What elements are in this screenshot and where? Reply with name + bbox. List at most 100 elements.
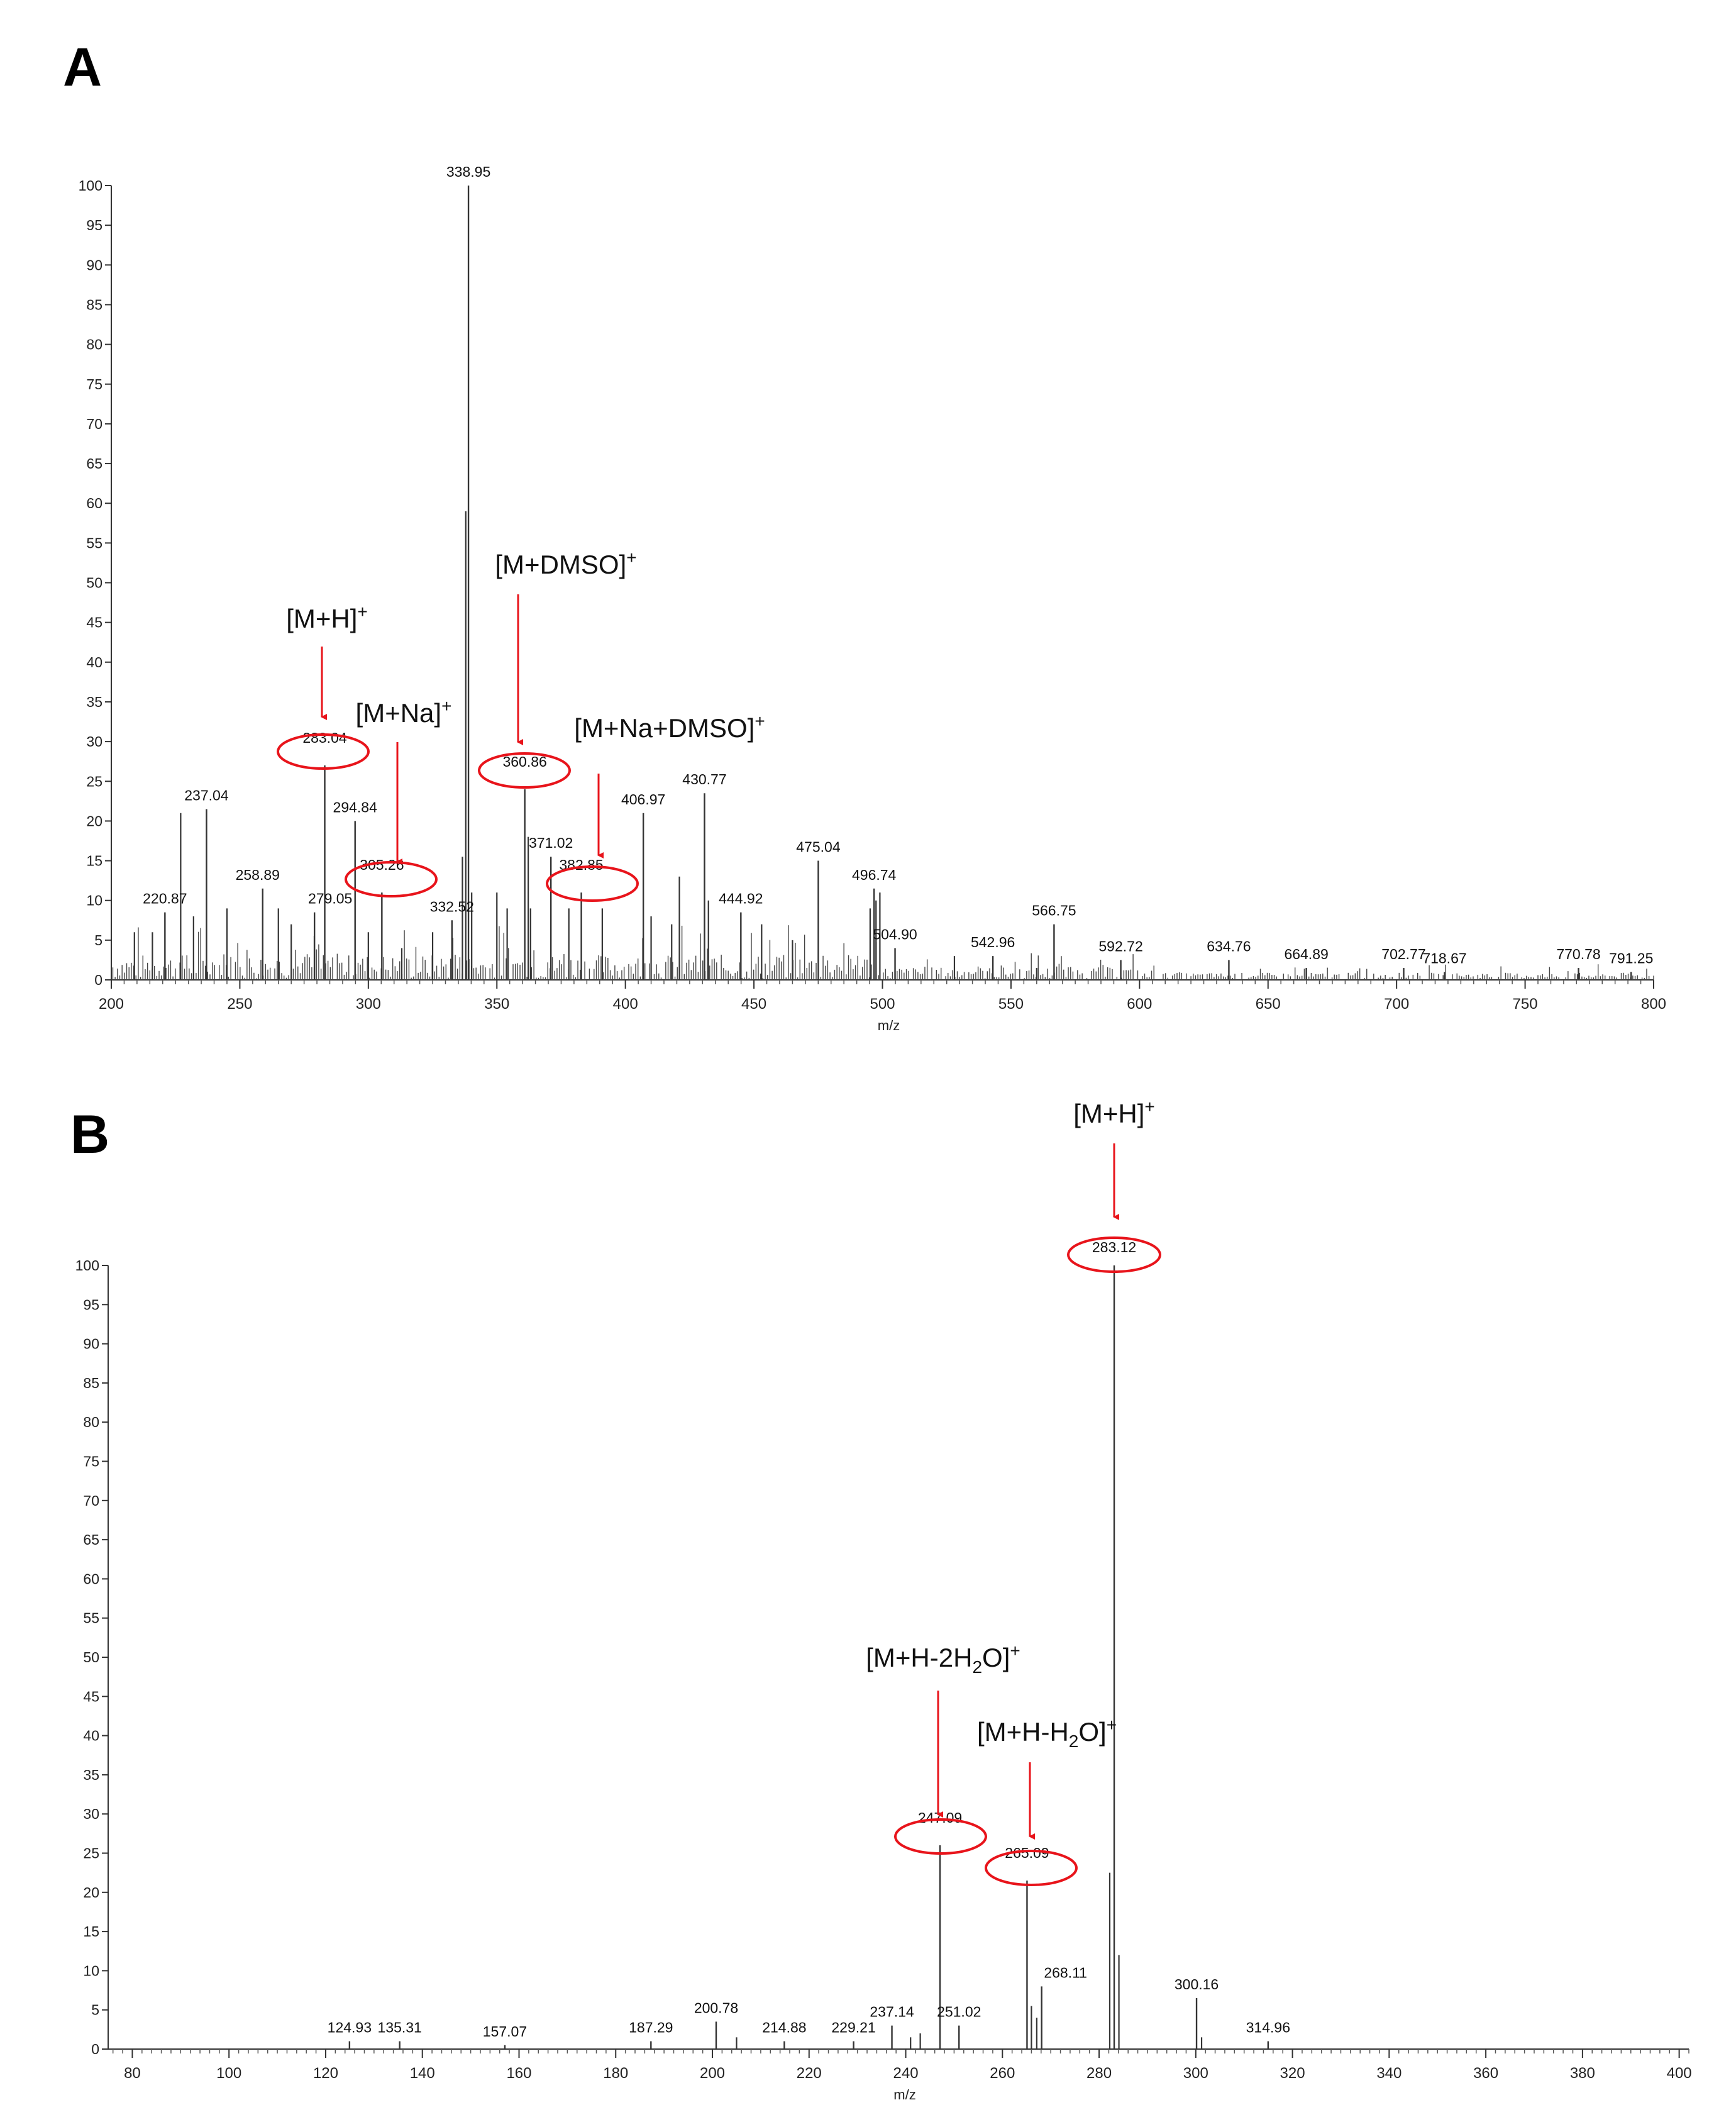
y-tick-label: 65 bbox=[86, 455, 102, 472]
annotation-text: [M+Na+DMSO] bbox=[574, 713, 755, 743]
x-tick-label: 350 bbox=[484, 996, 509, 1013]
y-tick-label: 0 bbox=[94, 972, 102, 988]
peak-label: 542.96 bbox=[971, 934, 1015, 950]
x-axis-label: m/z bbox=[878, 1018, 900, 1033]
annotation-sub: 2 bbox=[972, 1657, 982, 1677]
y-tick-label: 20 bbox=[83, 1884, 99, 1901]
y-tick-label: 90 bbox=[83, 1336, 99, 1352]
y-tick-label: 85 bbox=[86, 296, 102, 313]
highlight-ellipse bbox=[1067, 1236, 1161, 1273]
peak-label: 251.02 bbox=[937, 2004, 981, 2020]
peak-label: 200.78 bbox=[694, 1999, 738, 2016]
peak-label: 247.09 bbox=[918, 1809, 962, 1826]
y-tick-label: 95 bbox=[86, 217, 102, 233]
y-tick-label: 70 bbox=[83, 1492, 99, 1509]
peak-label: 634.76 bbox=[1207, 938, 1251, 954]
x-tick-label: 200 bbox=[99, 996, 124, 1013]
peak-label: 770.78 bbox=[1556, 946, 1600, 962]
peak-label: 220.87 bbox=[143, 891, 187, 907]
y-tick-label: 10 bbox=[86, 892, 102, 909]
y-tick-label: 60 bbox=[83, 1570, 99, 1587]
y-tick-label: 75 bbox=[83, 1453, 99, 1470]
x-tick-label: 360 bbox=[1473, 2065, 1498, 2082]
peak-label: 406.97 bbox=[621, 791, 665, 808]
y-tick-label: 70 bbox=[86, 416, 102, 432]
x-tick-label: 180 bbox=[603, 2065, 628, 2082]
y-tick-label: 25 bbox=[83, 1845, 99, 1862]
x-tick-label: 320 bbox=[1280, 2065, 1305, 2082]
annotation-label: [M+H]+ bbox=[1073, 1097, 1155, 1128]
annotation-sub: 2 bbox=[1069, 1731, 1079, 1751]
x-tick-label: 220 bbox=[797, 2065, 822, 2082]
y-tick-label: 30 bbox=[86, 733, 102, 750]
x-tick-label: 700 bbox=[1384, 996, 1409, 1013]
peak-label: 332.52 bbox=[430, 898, 474, 914]
highlight-ellipse bbox=[894, 1818, 987, 1855]
x-tick-label: 280 bbox=[1086, 2065, 1112, 2082]
y-tick-label: 80 bbox=[86, 336, 102, 353]
y-tick-label: 35 bbox=[83, 1767, 99, 1783]
x-tick-label: 140 bbox=[410, 2065, 435, 2082]
spectrum-b: 0 5 10 15 20 25 30 35 40 45 50 55 60 65 70 75 80 85 90 95 10… bbox=[75, 1097, 1692, 2103]
peak-label: 566.75 bbox=[1032, 903, 1076, 919]
x-tick-label: 340 bbox=[1376, 2065, 1402, 2082]
peak-label: 444.92 bbox=[719, 891, 763, 907]
y-tick-label: 20 bbox=[86, 813, 102, 829]
y-tick-label: 5 bbox=[94, 932, 102, 948]
peak-label: 314.96 bbox=[1246, 2020, 1290, 2036]
annotation-sup: + bbox=[1010, 1641, 1020, 1660]
peak-label: 258.89 bbox=[236, 867, 280, 883]
annotation-sup: + bbox=[626, 548, 636, 567]
annotation-text: [M+H-H bbox=[977, 1717, 1069, 1747]
y-tick-label: 50 bbox=[86, 575, 102, 591]
peak-label: 371.02 bbox=[529, 835, 573, 851]
highlight-ellipse bbox=[985, 1850, 1078, 1886]
x-tick-label: 500 bbox=[870, 996, 895, 1013]
x-tick-label: 100 bbox=[216, 2065, 241, 2082]
panel-label-a: A bbox=[63, 37, 102, 97]
annotation-label: [M+Na+DMSO]+ bbox=[574, 711, 765, 743]
peak-label: 702.77 bbox=[1381, 946, 1425, 962]
annotation-sup: + bbox=[357, 602, 367, 621]
x-tick-label: 400 bbox=[613, 996, 638, 1013]
peak-label: 504.90 bbox=[873, 926, 917, 942]
x-axis-label: m/z bbox=[893, 2087, 915, 2103]
spectrum-a: 0 5 10 15 20 25 30 35 40 45 50 55 60 65 70 75 80 85 90 95 10… bbox=[79, 164, 1666, 1033]
annotation-label: [M+H-2H2O]+ bbox=[866, 1641, 1020, 1677]
panel-label-b: B bbox=[70, 1104, 110, 1165]
peak-label: 294.84 bbox=[333, 799, 378, 815]
peak-label: 496.74 bbox=[852, 867, 897, 883]
annotation-sup: + bbox=[441, 696, 451, 716]
x-tick-label: 380 bbox=[1570, 2065, 1595, 2082]
annotation-label: [M+H-H2O]+ bbox=[977, 1715, 1117, 1751]
annotation-text: [M+H] bbox=[1073, 1099, 1144, 1128]
y-tick-label: 45 bbox=[86, 614, 102, 631]
peak-label: 135.31 bbox=[377, 2020, 421, 2036]
peak-label: 360.86 bbox=[502, 753, 546, 770]
annotation-text-after: O] bbox=[982, 1643, 1010, 1672]
annotation-text: [M+DMSO] bbox=[495, 550, 626, 579]
annotation-sup: + bbox=[1107, 1715, 1117, 1735]
peak-label: 283.12 bbox=[1092, 1239, 1136, 1255]
y-tick-label: 15 bbox=[86, 853, 102, 869]
y-tick-label: 0 bbox=[91, 2041, 99, 2057]
peak-label: 791.25 bbox=[1609, 950, 1653, 966]
annotation-text-after: O] bbox=[1078, 1717, 1106, 1747]
y-tick-label: 100 bbox=[79, 177, 102, 194]
x-tick-label: 120 bbox=[313, 2065, 338, 2082]
peak-label: 718.67 bbox=[1422, 950, 1466, 966]
y-tick-label: 35 bbox=[86, 694, 102, 710]
x-tick-label: 200 bbox=[700, 2065, 725, 2082]
y-tick-label: 65 bbox=[83, 1531, 99, 1548]
x-tick-label: 250 bbox=[227, 996, 252, 1013]
peak-label: 592.72 bbox=[1098, 938, 1142, 954]
peak-label: 157.07 bbox=[483, 2023, 527, 2040]
y-tick-label: 45 bbox=[83, 1688, 99, 1704]
peak-label: 214.88 bbox=[762, 2020, 806, 2036]
y-tick-label: 40 bbox=[83, 1728, 99, 1744]
highlight-ellipse bbox=[277, 733, 370, 770]
peak-label: 664.89 bbox=[1284, 946, 1328, 962]
x-tick-label: 400 bbox=[1667, 2065, 1692, 2082]
peak-label: 237.14 bbox=[870, 2004, 914, 2020]
highlight-ellipse bbox=[478, 752, 571, 789]
